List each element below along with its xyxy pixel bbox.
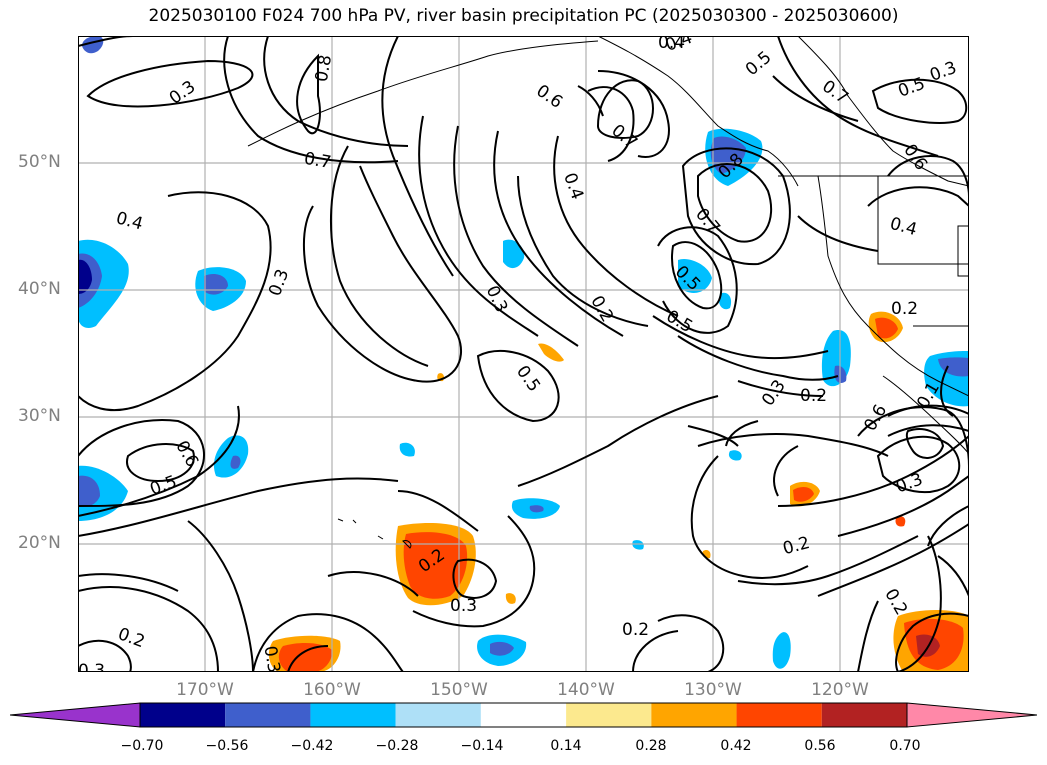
colorbar-tick-label: 0.14: [550, 738, 582, 754]
colorbar-segments: [10, 702, 1037, 728]
lon-label-130w: 130°W: [684, 680, 742, 700]
colorbar-segment: [736, 703, 822, 727]
colorbar-tick-label: 0.70: [889, 738, 921, 754]
contour-label: 0.3: [450, 596, 477, 616]
colorbar-extend-min: [10, 702, 141, 728]
contour-label: 0.5: [147, 472, 179, 500]
lon-label-170w: 170°W: [176, 680, 234, 700]
colorbar: [10, 702, 1037, 728]
contour-label: 0.5: [512, 362, 544, 396]
map-title: 2025030100 F024 700 hPa PV, river basin …: [148, 6, 899, 26]
contour-label: 0.4: [559, 170, 587, 202]
pv-contours: [78, 36, 969, 672]
lon-label-150w: 150°W: [430, 680, 488, 700]
colorbar-tick-label: −0.56: [205, 738, 249, 754]
colorbar-tick-label: 0.28: [635, 738, 667, 754]
contour-label: 0.3: [927, 58, 959, 86]
contour-label: 0.6: [532, 81, 566, 113]
lon-label-160w: 160°W: [303, 680, 361, 700]
colorbar-extend-max: [906, 702, 1037, 728]
colorbar-segment: [140, 703, 226, 727]
contour-label: 0.6: [171, 437, 202, 470]
colorbar-outline: [139, 702, 908, 728]
contour-label: 0.2: [891, 299, 918, 319]
contour-label: 0.3: [482, 283, 512, 316]
contour-label: 0.5: [742, 47, 776, 80]
colorbar-tick-label: −0.28: [375, 738, 419, 754]
lat-label-20n: 20°N: [18, 533, 61, 553]
colorbar-tick-label: 0.56: [804, 738, 836, 754]
colorbar-segment: [821, 703, 907, 727]
contour-label: 0.3: [78, 661, 105, 672]
colorbar-segment: [480, 703, 567, 727]
contour-label: 0.2: [586, 292, 617, 325]
lon-label-120w: 120°W: [811, 680, 869, 700]
colorbar-tick-label: −0.14: [460, 738, 504, 754]
lat-label-40n: 40°N: [18, 279, 61, 299]
contour-label: 0.3: [265, 267, 293, 299]
contour-label: 0.3: [259, 644, 283, 672]
lat-label-50n: 50°N: [18, 152, 61, 172]
colorbar-segment: [310, 703, 396, 727]
contour-label: 0.5: [896, 74, 928, 102]
colorbar-segment: [566, 703, 652, 727]
gridlines: [78, 36, 969, 672]
colorbar-segment: [395, 703, 481, 727]
contour-label: 0.3: [893, 469, 925, 497]
contour-label: 0.7: [302, 149, 332, 173]
contour-label: 0.4: [114, 208, 145, 234]
contour-label: 0.2: [622, 620, 649, 640]
contour-label: 0.2: [781, 533, 812, 559]
contour-label: 0.4: [658, 36, 685, 53]
colorbar-tick-label: 0.42: [720, 738, 752, 754]
contour-label: 0.7: [607, 121, 641, 154]
contour-label: 0.2: [800, 386, 827, 406]
lon-label-140w: 140°W: [557, 680, 615, 700]
precipitation-shading: [78, 36, 969, 672]
colorbar-segment: [651, 703, 737, 727]
colorbar-tick-label: −0.42: [290, 738, 334, 754]
map-panel[interactable]: 0.3 0.8 0.4 0.5 0.6 0.7 0.7 0.4 0.6 0.2 …: [78, 36, 969, 672]
lat-label-30n: 30°N: [18, 406, 61, 426]
contour-label: 0.4: [888, 214, 919, 240]
colorbar-segment: [225, 703, 311, 727]
colorbar-tick-label: −0.70: [120, 738, 164, 754]
contour-label: 0.8: [312, 53, 336, 83]
contour-label: 0.3: [758, 376, 790, 410]
coastlines: [247, 36, 969, 549]
